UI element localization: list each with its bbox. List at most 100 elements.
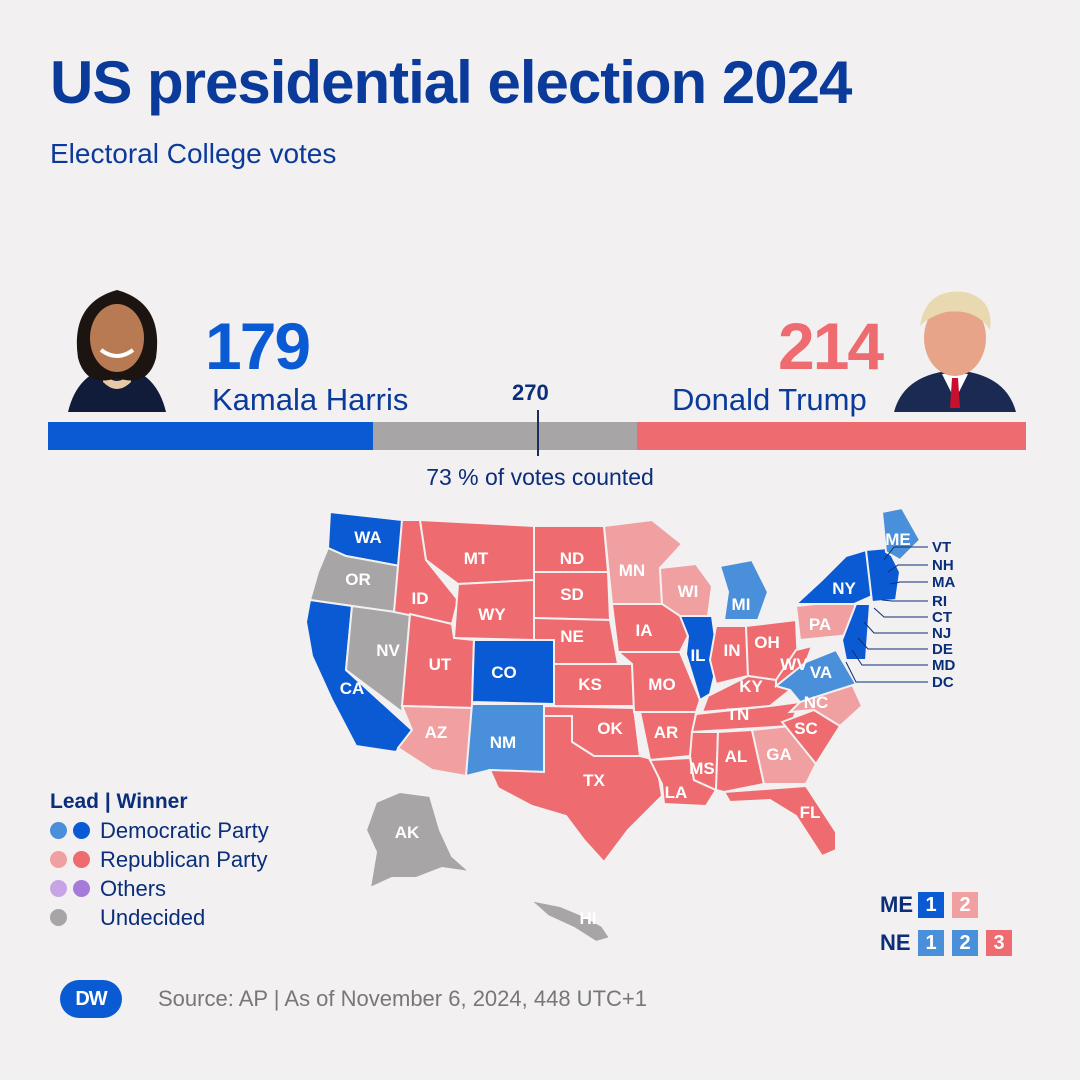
label-ri: RI [932,593,947,610]
map-legend: Lead | Winner Democratic Party Republica… [50,790,269,932]
state-tx [488,715,664,864]
page-title: US presidential election 2024 [50,49,852,116]
threshold-marker [537,410,539,456]
state-ga [750,724,818,785]
trump-votes: 214 [778,309,884,383]
leader-line-dc [845,661,928,683]
harris-portrait [48,278,186,412]
label-ne: NE [560,627,584,646]
legend-label: Democratic Party [100,817,269,843]
label-ar: AR [654,723,679,742]
leader-line-vt [883,546,928,561]
harris-bar [48,422,374,450]
label-in: IN [724,641,741,660]
legend-label: Others [100,875,167,901]
dem-win-dot [73,822,90,839]
undecided-bar [373,422,637,450]
label-nc: NC [804,693,829,712]
district-box: 1 [918,892,944,918]
legend-item-democratic: Democratic Party [50,816,269,845]
label-or: OR [345,570,371,589]
state-nv [344,604,412,714]
label-de: DE [932,641,953,658]
others-win-dot [73,880,90,897]
label-wi: WI [678,582,699,601]
label-la: LA [665,783,688,802]
label-az: AZ [425,723,448,742]
state-mi [718,558,770,621]
trump-bar [636,422,1026,450]
label-fl: FL [800,803,821,822]
label-mn: MN [619,561,645,580]
trump-name: Donald Trump [672,382,867,417]
label-ky: KY [739,677,763,696]
split-name-ne: NE [880,930,911,955]
leader-line-ma [889,581,928,585]
dw-logo: DW [60,980,122,1018]
state-wv [775,644,814,689]
threshold-label: 270 [512,380,549,405]
district-box: 2 [952,892,978,918]
label-sd: SD [560,585,584,604]
state-hi [526,898,612,944]
source-note: Source: AP | As of November 6, 2024, 448… [158,986,647,1011]
legend-title: Lead | Winner [50,790,188,813]
district-box: 1 [918,930,944,956]
label-mo: MO [648,675,675,694]
label-al: AL [725,747,748,766]
leader-line-de [857,637,928,650]
label-vt: VT [932,539,951,556]
harris-name: Kamala Harris [212,382,409,417]
state-fl [722,784,837,858]
label-nm: NM [490,733,516,752]
leader-line-ri [881,599,928,602]
label-nh: NH [932,557,954,574]
label-tx: TX [583,771,605,790]
district-box: 2 [952,930,978,956]
label-mt: MT [464,549,489,568]
label-ia: IA [636,621,653,640]
label-hi: HI [580,909,597,928]
dem-lead-dot [50,822,67,839]
label-ma: MA [932,574,955,591]
district-box: 3 [986,930,1012,956]
state-ms [688,731,720,792]
state-tn [690,700,802,734]
label-oh: OH [754,633,780,652]
spacer-dot [73,909,90,926]
rep-win-dot [73,851,90,868]
label-mi: MI [732,595,751,614]
label-ny: NY [832,579,856,598]
state-il [678,615,720,702]
label-id: ID [412,589,429,608]
label-ak: AK [395,823,420,842]
votes-counted: 73 % of votes counted [426,464,654,490]
label-ok: OK [597,719,623,738]
harris-votes: 179 [205,309,311,383]
label-va: VA [810,663,832,682]
legend-label: Undecided [100,904,206,930]
leader-line-ct [873,607,928,618]
state-ak [364,790,474,890]
label-nj: NJ [932,625,951,642]
label-nd: ND [560,549,585,568]
legend-item-undecided: Undecided [50,903,269,932]
label-ms: MS [689,759,715,778]
leader-line-nh [887,564,928,573]
state-nj-de-md [840,603,872,661]
label-tn: TN [727,705,750,724]
label-ks: KS [578,675,602,694]
label-sc: SC [794,719,818,738]
label-dc: DC [932,674,954,691]
legend-item-republican: Republican Party [50,845,269,874]
leader-line-md [851,649,928,666]
others-lead-dot [50,880,67,897]
label-md: MD [932,657,955,674]
rep-lead-dot [50,851,67,868]
label-wv: WV [780,655,808,674]
